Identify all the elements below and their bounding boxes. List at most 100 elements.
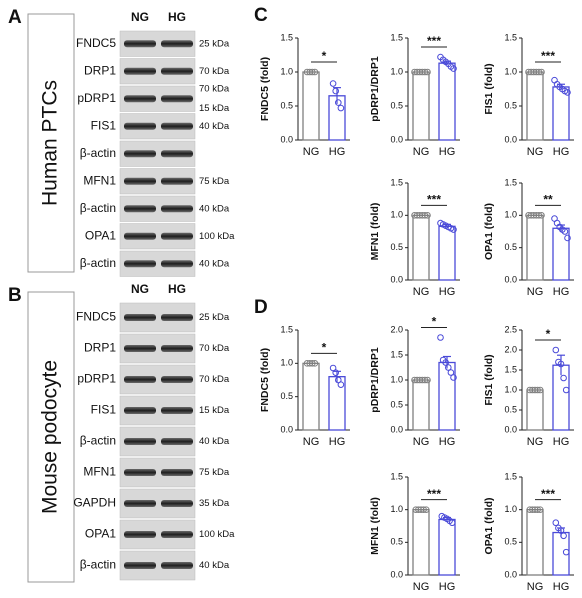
data-point bbox=[536, 386, 544, 394]
significance: ** bbox=[543, 193, 553, 207]
blot-band bbox=[124, 205, 156, 213]
data-point bbox=[560, 374, 567, 382]
blot-band bbox=[161, 531, 193, 538]
x-tick-label: HG bbox=[553, 581, 570, 593]
x-tick-label: NG bbox=[527, 286, 544, 298]
blot-band bbox=[124, 150, 156, 158]
data-point bbox=[422, 506, 430, 513]
y-tick-label: 1.5 bbox=[280, 324, 293, 334]
bar bbox=[412, 214, 430, 281]
protein-label: GAPDH bbox=[73, 496, 116, 510]
data-point bbox=[536, 506, 544, 513]
panel-letter: B bbox=[8, 285, 22, 306]
data-point bbox=[332, 87, 340, 95]
data-point bbox=[309, 360, 316, 367]
protein-label: FNDC5 bbox=[76, 310, 116, 324]
blot-band bbox=[124, 95, 156, 103]
marker-label: 70 kDa bbox=[199, 374, 230, 385]
x-tick-label: NG bbox=[413, 581, 430, 593]
protein-label: FIS1 bbox=[91, 118, 117, 132]
panel-letter: A bbox=[8, 7, 22, 28]
bar bbox=[438, 361, 456, 431]
protein-label: β-actin bbox=[80, 434, 116, 448]
y-tick-label: 1.0 bbox=[390, 210, 403, 220]
data-point bbox=[311, 68, 319, 76]
data-point bbox=[564, 89, 571, 96]
significance: *** bbox=[541, 487, 555, 501]
cell-label: Mouse podocyte bbox=[39, 360, 62, 514]
y-axis-label: pDRP1/DRP1 bbox=[369, 347, 381, 413]
data-point bbox=[337, 381, 345, 388]
blot-band bbox=[124, 407, 156, 414]
bar bbox=[302, 71, 320, 141]
blot-band bbox=[161, 407, 193, 414]
y-tick-label: 2.5 bbox=[504, 324, 517, 334]
y-tick-label: 0.5 bbox=[504, 537, 517, 547]
y-tick-label: 0.0 bbox=[390, 424, 403, 434]
data-point bbox=[437, 334, 444, 341]
x-tick-label: NG bbox=[527, 146, 544, 158]
marker-label: 100 kDa bbox=[199, 529, 235, 540]
blot-band bbox=[124, 438, 156, 445]
bar bbox=[526, 71, 544, 141]
bar bbox=[526, 214, 544, 281]
data-point bbox=[335, 99, 342, 106]
marker-label: 70 kDa bbox=[199, 84, 230, 95]
x-tick-label: HG bbox=[329, 146, 346, 158]
y-tick-label: 0.5 bbox=[390, 100, 403, 110]
blot-band bbox=[161, 122, 193, 130]
protein-label: β-actin bbox=[80, 558, 116, 572]
y-axis-label: FIS1 (fold) bbox=[483, 63, 495, 114]
y-tick-label: 2.0 bbox=[390, 324, 403, 334]
y-axis-label: FIS1 (fold) bbox=[483, 354, 495, 405]
lane-header: NG bbox=[131, 10, 149, 24]
data-point bbox=[337, 104, 345, 112]
blot-band bbox=[124, 314, 156, 321]
blot-band bbox=[161, 95, 193, 103]
x-tick-label: HG bbox=[329, 436, 346, 448]
significance: * bbox=[322, 341, 327, 355]
blot-band bbox=[124, 232, 156, 240]
data-point bbox=[538, 212, 545, 219]
y-tick-label: 0.5 bbox=[390, 399, 403, 409]
blot-band bbox=[124, 122, 156, 130]
marker-label: 40 kDa bbox=[199, 560, 230, 571]
x-tick-label: HG bbox=[553, 436, 570, 448]
blot-band bbox=[124, 469, 156, 476]
y-tick-label: 1.0 bbox=[390, 66, 403, 76]
x-tick-label: HG bbox=[439, 286, 456, 298]
bar bbox=[526, 509, 544, 576]
y-tick-label: 1.5 bbox=[504, 364, 517, 374]
marker-label: 75 kDa bbox=[199, 467, 230, 478]
data-point bbox=[552, 519, 560, 527]
y-tick-label: 1.0 bbox=[390, 504, 403, 514]
y-axis-label: FNDC5 (fold) bbox=[259, 348, 271, 412]
y-tick-label: 1.5 bbox=[280, 32, 293, 42]
data-point bbox=[561, 228, 569, 235]
data-point bbox=[424, 68, 431, 76]
y-tick-label: 0.0 bbox=[504, 134, 517, 144]
blot-band bbox=[161, 150, 193, 158]
blot-band bbox=[124, 562, 156, 569]
y-tick-label: 2.0 bbox=[504, 344, 517, 354]
x-tick-label: NG bbox=[413, 146, 430, 158]
y-tick-label: 1.5 bbox=[390, 349, 403, 359]
blot-band bbox=[124, 67, 156, 75]
data-point bbox=[562, 548, 570, 556]
marker-label: 70 kDa bbox=[199, 343, 230, 354]
blot-band bbox=[161, 177, 193, 185]
blot-band bbox=[124, 500, 156, 507]
blot-band bbox=[124, 260, 156, 268]
y-axis-label: MFN1 (fold) bbox=[369, 203, 381, 261]
data-point bbox=[329, 80, 337, 87]
protein-label: β-actin bbox=[80, 201, 116, 215]
y-tick-label: 0.0 bbox=[504, 424, 517, 434]
significance: *** bbox=[427, 193, 441, 207]
marker-label: 40 kDa bbox=[199, 203, 230, 214]
blot-band bbox=[161, 67, 193, 75]
bar bbox=[412, 379, 430, 431]
blot-band bbox=[161, 345, 193, 352]
bar bbox=[526, 389, 544, 431]
y-tick-label: 1.5 bbox=[390, 177, 403, 187]
x-tick-label: HG bbox=[439, 581, 456, 593]
